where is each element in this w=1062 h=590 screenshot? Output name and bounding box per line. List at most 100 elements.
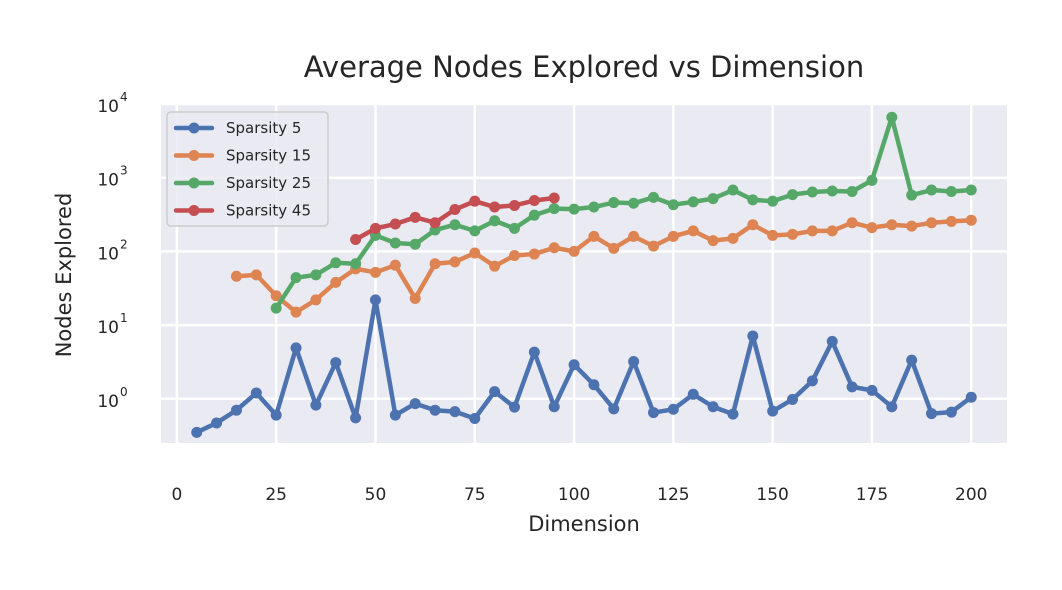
data-point-sparsity-15 [707,235,719,247]
data-point-sparsity-5 [429,404,441,416]
data-point-sparsity-15 [667,230,679,242]
data-point-sparsity-45 [449,204,461,216]
series-sparsity-25 [270,111,977,314]
data-point-sparsity-25 [290,272,302,284]
data-point-sparsity-5 [389,409,401,421]
data-point-sparsity-15 [747,219,759,231]
legend-label: Sparsity 5 [226,119,301,137]
data-point-sparsity-15 [568,245,580,257]
data-point-sparsity-15 [687,225,699,237]
data-point-sparsity-5 [787,393,799,405]
x-tick-label: 0 [171,485,182,505]
legend-label: Sparsity 15 [226,147,311,165]
data-point-sparsity-15 [489,260,501,272]
data-point-sparsity-25 [628,197,640,209]
data-point-sparsity-5 [906,354,918,366]
data-point-sparsity-5 [886,401,898,413]
data-point-sparsity-25 [787,189,799,201]
data-point-sparsity-45 [409,211,421,223]
y-tick-label: 10 [97,171,119,191]
data-point-sparsity-45 [548,192,560,204]
data-point-sparsity-25 [886,111,898,123]
series-sparsity-15 [230,214,977,318]
gridlines [161,102,1007,443]
data-point-sparsity-25 [528,209,540,221]
data-point-sparsity-25 [687,196,699,208]
data-point-sparsity-5 [350,412,362,424]
chart-title: Average Nodes Explored vs Dimension [304,50,864,84]
data-point-sparsity-25 [608,197,620,209]
data-point-sparsity-25 [389,237,401,249]
data-point-sparsity-25 [489,215,501,227]
data-point-sparsity-45 [369,222,381,234]
data-point-sparsity-5 [489,386,501,398]
x-tick-label: 175 [856,485,888,505]
data-point-sparsity-5 [449,406,461,418]
data-point-sparsity-5 [270,409,282,421]
y-tick-label: 10 [97,244,119,264]
data-point-sparsity-5 [846,381,858,393]
data-point-sparsity-25 [965,184,977,196]
data-point-sparsity-25 [449,219,461,231]
data-point-sparsity-25 [310,269,322,281]
data-point-sparsity-5 [667,403,679,415]
legend-marker [188,122,200,134]
legend-label: Sparsity 25 [226,174,311,192]
y-tick-exponent: 1 [120,311,128,325]
x-tick-label: 100 [558,485,590,505]
data-point-sparsity-5 [568,359,580,371]
data-point-sparsity-5 [369,294,381,306]
data-point-sparsity-5 [330,357,342,369]
y-tick-exponent: 3 [120,164,128,178]
data-point-sparsity-15 [628,230,640,242]
data-point-sparsity-25 [747,194,759,206]
x-tick-labels: 0 25 50 75 100 125 150 175 200 [171,485,987,505]
data-point-sparsity-15 [469,247,481,259]
data-point-sparsity-5 [866,384,878,396]
data-point-sparsity-15 [389,259,401,271]
series-sparsity-45 [350,192,560,245]
legend-marker [188,205,200,216]
data-point-sparsity-15 [926,217,938,229]
y-tick-label: 10 [97,97,119,117]
data-point-sparsity-5 [211,417,223,429]
legend-item-sparsity-45: Sparsity 45 [173,202,311,220]
data-point-sparsity-25 [548,203,560,215]
data-point-sparsity-5 [191,426,203,438]
x-tick-label: 50 [365,485,387,505]
x-tick-label: 150 [756,485,788,505]
data-point-sparsity-5 [608,403,620,415]
y-tick-exponent: 4 [120,90,128,104]
data-point-sparsity-45 [469,195,481,207]
data-point-sparsity-15 [866,222,878,234]
data-point-sparsity-5 [747,330,759,342]
data-point-sparsity-25 [926,184,938,196]
data-point-sparsity-5 [806,375,818,387]
data-point-sparsity-15 [727,232,739,244]
data-point-sparsity-5 [230,404,242,416]
legend-marker [188,150,200,161]
data-point-sparsity-15 [588,230,600,242]
data-point-sparsity-25 [826,185,838,197]
data-point-sparsity-15 [409,292,421,304]
data-point-sparsity-25 [568,203,580,215]
data-point-sparsity-15 [429,258,441,270]
data-point-sparsity-5 [767,405,779,417]
data-point-sparsity-15 [608,242,620,254]
data-point-sparsity-25 [350,258,362,270]
data-point-sparsity-5 [687,388,699,400]
data-point-sparsity-5 [250,387,262,399]
data-point-sparsity-5 [826,335,838,347]
data-point-sparsity-25 [707,193,719,205]
data-point-sparsity-45 [528,195,540,207]
data-point-sparsity-15 [449,256,461,268]
y-tick-label: 10 [97,318,119,338]
y-tick-exponent: 0 [120,385,128,399]
data-point-sparsity-15 [528,248,540,260]
legend-item-sparsity-15: Sparsity 15 [173,147,311,165]
data-point-sparsity-15 [270,290,282,302]
x-tick-label: 125 [657,485,689,505]
legend-label: Sparsity 45 [226,202,311,220]
data-point-sparsity-5 [290,342,302,354]
